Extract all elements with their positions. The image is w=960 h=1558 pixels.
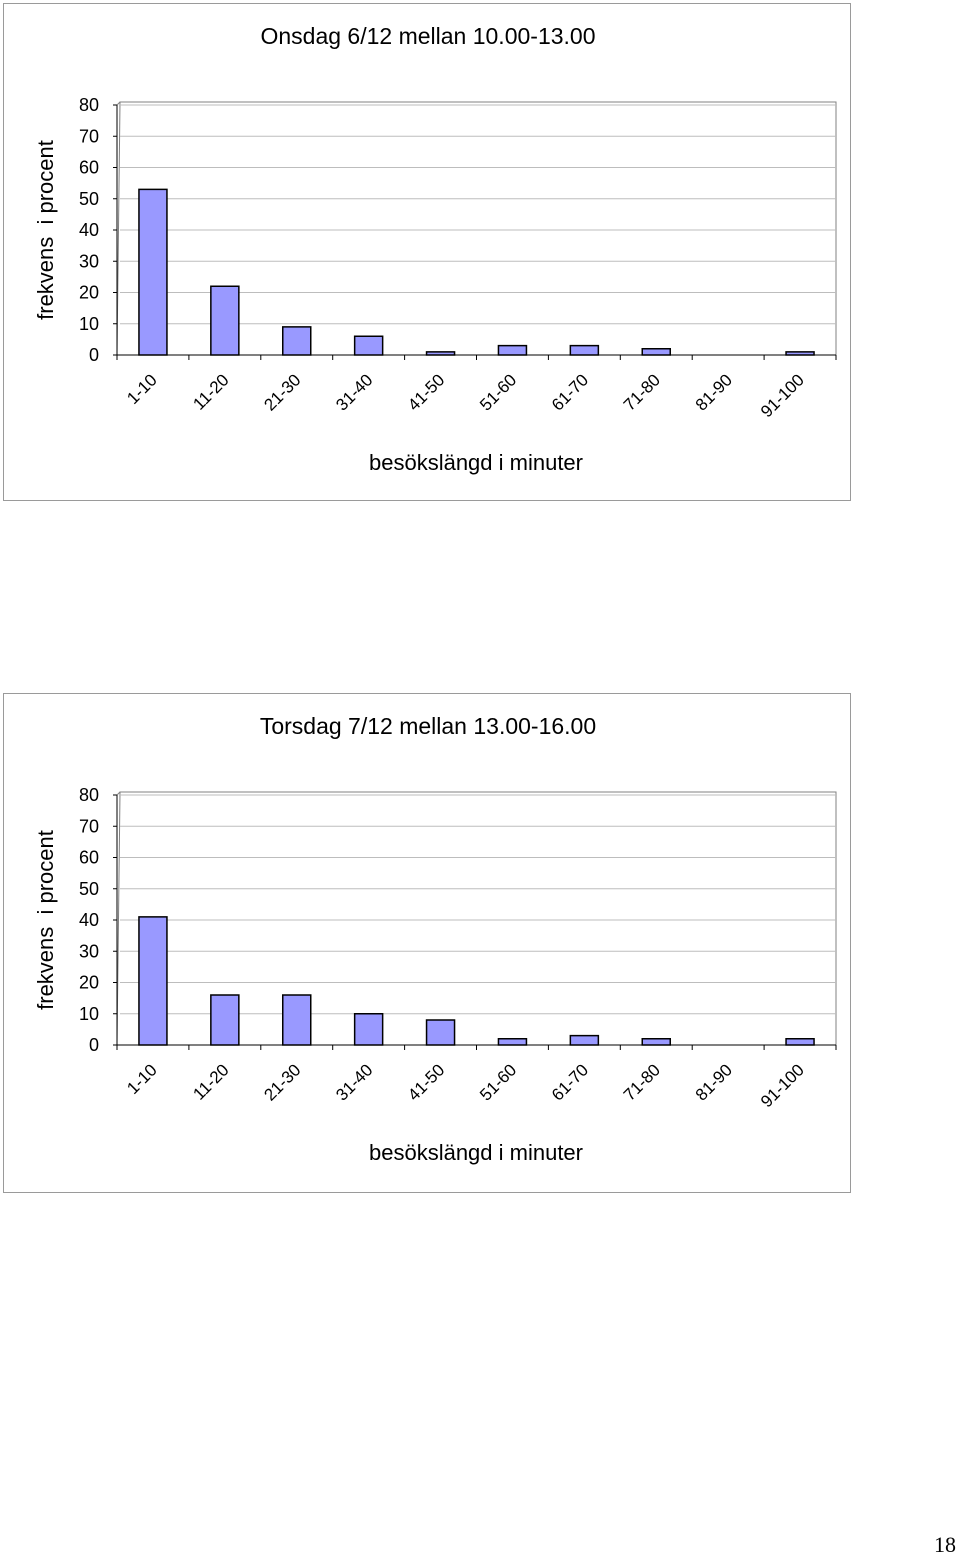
- y-tick-label: 10: [79, 314, 99, 334]
- y-tick-label: 50: [79, 189, 99, 209]
- x-tick-label: 31-40: [332, 1060, 376, 1104]
- bar-41-50: [425, 1019, 456, 1046]
- page-number: 18: [934, 1532, 956, 1557]
- y-tick-label: 80: [79, 95, 99, 115]
- bar-1-10: [138, 916, 168, 1046]
- x-axis-label: besökslängd i minuter: [369, 1140, 583, 1165]
- chart-svg-torsdag: 0 10 20 30 40 50 60 70 80 1-10 11-20 21-30 31-40 41-5…: [33, 713, 837, 1165]
- y-tick-label: 50: [79, 879, 99, 899]
- bar-31-40: [353, 335, 384, 356]
- y-tick-label: 70: [79, 816, 99, 836]
- y-tick-label: 20: [79, 283, 99, 303]
- x-tick-label: 21-30: [260, 370, 304, 414]
- x-tick-label: 81-90: [692, 1060, 736, 1104]
- bar-31-40: [353, 1013, 384, 1046]
- x-tick-label: 61-70: [548, 1060, 592, 1104]
- bar-91-100: [785, 351, 815, 356]
- y-tick-label: 60: [79, 848, 99, 868]
- bar-21-30: [282, 994, 312, 1046]
- bar-11-20: [210, 285, 240, 356]
- x-tick-label: 41-50: [404, 1060, 448, 1104]
- x-tick-label: 11-20: [189, 370, 232, 413]
- bar-1-10: [138, 188, 168, 356]
- x-tick-label: 21-30: [260, 1060, 304, 1104]
- y-tick-label: 10: [79, 1004, 99, 1024]
- y-tick-label: 0: [89, 1035, 99, 1055]
- x-tick-label: 1-10: [123, 1060, 160, 1097]
- bar-61-70: [569, 1034, 600, 1046]
- chart-svg-onsdag: 0 10 20 30 40 50 60 70 80 1-10 11-20 21-30 31-40 41-5…: [33, 23, 837, 475]
- x-tick-label: 31-40: [332, 370, 376, 414]
- y-axis-label: frekvens i procent: [33, 140, 58, 320]
- bar-11-20: [210, 994, 240, 1046]
- y-tick-label: 70: [79, 126, 99, 146]
- plot-frame-corner: [116, 791, 121, 796]
- x-tick-label: 91-100: [757, 1060, 808, 1111]
- x-tick-label: 51-60: [476, 1060, 520, 1104]
- bar-41-50: [425, 351, 456, 356]
- bar-61-70: [569, 344, 600, 356]
- y-axis-label: frekvens i procent: [33, 830, 58, 1010]
- chart-torsdag: 0 10 20 30 40 50 60 70 80 1-10 11-20 21-30 31-40 41-5…: [3, 693, 851, 1193]
- x-tick-label: 11-20: [189, 1060, 232, 1103]
- x-tick-label: 71-80: [620, 1060, 664, 1104]
- x-tick-label: 1-10: [123, 370, 160, 407]
- x-axis-label: besökslängd i minuter: [369, 450, 583, 475]
- y-tick-label: 30: [79, 251, 99, 271]
- chart-title: Onsdag 6/12 mellan 10.00-13.00: [260, 23, 595, 49]
- x-tick-label: 71-80: [620, 370, 664, 414]
- bar-71-80: [641, 1038, 671, 1046]
- y-tick-label: 20: [79, 973, 99, 993]
- y-tick-label: 80: [79, 785, 99, 805]
- x-tick-label: 41-50: [404, 370, 448, 414]
- bar-71-80: [641, 348, 671, 356]
- x-tick-label: 61-70: [548, 370, 592, 414]
- bar-91-100: [785, 1038, 815, 1046]
- x-tick-label: 81-90: [692, 370, 736, 414]
- chart-title: Torsdag 7/12 mellan 13.00-16.00: [260, 713, 596, 739]
- y-tick-label: 60: [79, 158, 99, 178]
- plot-frame-corner: [116, 101, 121, 106]
- x-tick-label: 91-100: [757, 370, 808, 421]
- chart-onsdag: 0 10 20 30 40 50 60 70 80 1-10 11-20 21-30 31-40 41-5…: [3, 3, 851, 501]
- y-tick-label: 0: [89, 345, 99, 365]
- x-tick-label: 51-60: [476, 370, 520, 414]
- bar-51-60: [497, 344, 528, 356]
- y-tick-label: 40: [79, 220, 99, 240]
- bar-51-60: [497, 1038, 528, 1046]
- y-tick-label: 40: [79, 910, 99, 930]
- bar-21-30: [282, 326, 312, 356]
- y-tick-label: 30: [79, 941, 99, 961]
